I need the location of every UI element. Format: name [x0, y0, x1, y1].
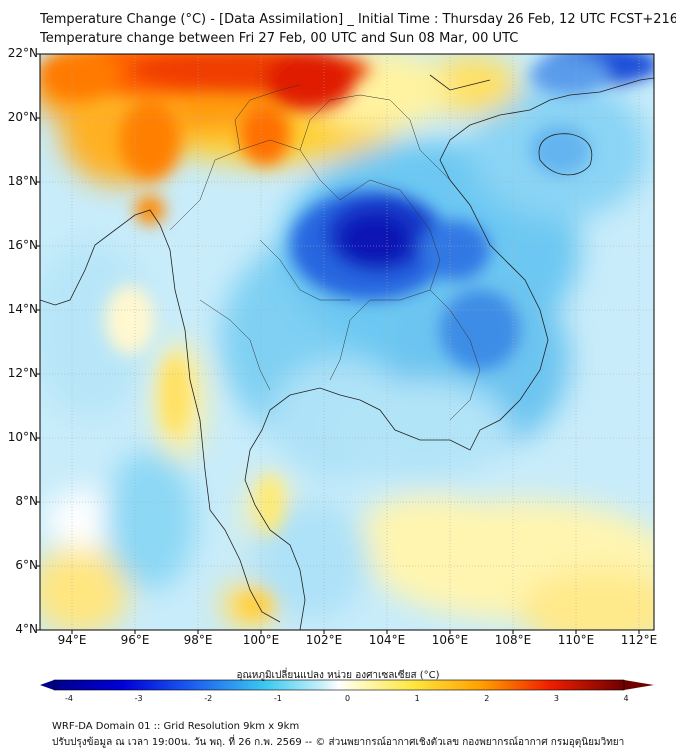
- coastlines: [40, 74, 654, 630]
- lat-label: 6°N: [15, 558, 38, 572]
- lon-label: 94°E: [57, 633, 87, 647]
- country-borders: [169, 84, 481, 421]
- lat-label: 8°N: [15, 494, 38, 508]
- footer-model-info: WRF-DA Domain 01 :: Grid Resolution 9km …: [52, 721, 300, 732]
- colorbar-tick-label: 1: [414, 694, 420, 703]
- lon-label: 110°E: [557, 633, 595, 647]
- lat-label: 10°N: [7, 430, 38, 444]
- lat-label: 18°N: [7, 174, 38, 188]
- colorbar-tick-label: -4: [65, 694, 73, 703]
- colorbar-title: อุณหภูมิเปลี่ยนแปลง หน่วย องศาเซลเซียส (…: [236, 670, 440, 681]
- lon-label: 102°E: [305, 633, 343, 647]
- colorbar-tick-label: -1: [273, 694, 282, 703]
- lon-label: 96°E: [120, 633, 150, 647]
- lat-label: 22°N: [7, 46, 38, 60]
- lat-label: 12°N: [7, 366, 38, 380]
- colorbar-tick-label: 3: [553, 694, 559, 703]
- colorbar: [40, 679, 654, 691]
- lat-label: 16°N: [7, 238, 38, 252]
- colorbar-tick-label: -2: [204, 694, 213, 703]
- lon-label: 98°E: [183, 633, 213, 647]
- plot-frame: [39, 53, 655, 631]
- map-subtitle: Temperature change between Fri 27 Feb, 0…: [40, 31, 519, 46]
- footer-update-info: ปรับปรุงข้อมูล ณ เวลา 19:00น. วัน พฤ. ที…: [52, 737, 625, 748]
- temperature-field: [40, 54, 654, 630]
- lon-label: 112°E: [620, 633, 658, 647]
- colorbar-tick-label: -3: [134, 694, 143, 703]
- colorbar-tick-label: 2: [484, 694, 490, 703]
- colorbar-tick-label: 4: [623, 694, 629, 703]
- lon-label: 100°E: [242, 633, 280, 647]
- lon-label: 108°E: [494, 633, 532, 647]
- lon-label: 104°E: [368, 633, 406, 647]
- lat-label: 20°N: [7, 110, 38, 124]
- lat-label: 4°N: [15, 622, 38, 636]
- colorbar-tick-label: 0: [344, 694, 351, 703]
- lon-label: 106°E: [431, 633, 469, 647]
- map-title: Temperature Change (°C) - [Data Assimila…: [40, 12, 676, 27]
- lat-label: 14°N: [7, 302, 38, 316]
